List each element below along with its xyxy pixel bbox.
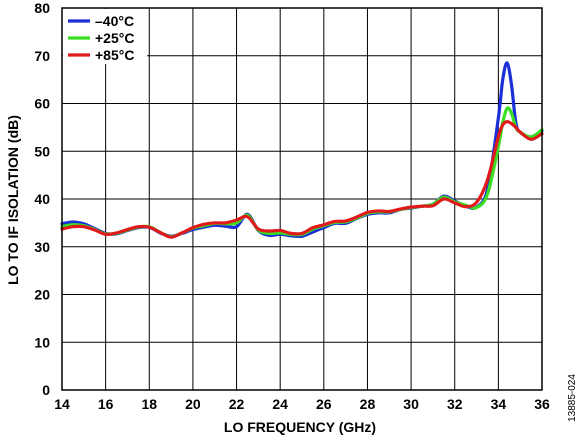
y-tick-label: 60 bbox=[34, 96, 50, 112]
series-layer bbox=[60, 61, 544, 239]
y-axis-title: LO TO IF ISOLATION (dB) bbox=[5, 115, 21, 285]
y-tick-label: 30 bbox=[34, 239, 50, 255]
series-line-3 bbox=[60, 120, 544, 239]
y-tick-label: 40 bbox=[34, 191, 50, 207]
series-line-2 bbox=[60, 106, 544, 239]
y-tick-label: 80 bbox=[34, 0, 50, 16]
y-tick-label: 10 bbox=[34, 334, 50, 350]
grid-lines bbox=[61, 7, 543, 391]
x-tick-label: 20 bbox=[185, 396, 201, 412]
legend-label: +25°C bbox=[95, 30, 134, 46]
x-tick-labels: 14 16 18 20 22 24 26 28 30 32 34 36 bbox=[54, 396, 550, 412]
y-tick-label: 0 bbox=[42, 382, 50, 398]
x-tick-label: 30 bbox=[403, 396, 419, 412]
x-tick-label: 34 bbox=[491, 396, 507, 412]
x-tick-label: 32 bbox=[447, 396, 463, 412]
x-tick-label: 18 bbox=[141, 396, 157, 412]
x-tick-label: 36 bbox=[534, 396, 550, 412]
legend-label: –40°C bbox=[95, 13, 134, 29]
x-tick-label: 26 bbox=[316, 396, 332, 412]
figure-id: 13885-024 bbox=[567, 374, 578, 422]
y-tick-label: 50 bbox=[34, 143, 50, 159]
x-tick-label: 16 bbox=[98, 396, 114, 412]
x-tick-label: 28 bbox=[360, 396, 376, 412]
y-tick-label: 20 bbox=[34, 287, 50, 303]
plot-frame bbox=[61, 7, 543, 391]
x-tick-label: 22 bbox=[229, 396, 245, 412]
legend: –40°C+25°C+85°C bbox=[63, 9, 147, 64]
y-tick-label: 70 bbox=[34, 48, 50, 64]
series-line-1 bbox=[60, 61, 544, 239]
x-tick-label: 14 bbox=[54, 396, 70, 412]
y-tick-labels: 0 10 20 30 40 50 60 70 80 bbox=[34, 0, 50, 398]
x-axis-title: LO FREQUENCY (GHz) bbox=[224, 419, 376, 435]
legend-label: +85°C bbox=[95, 47, 134, 63]
x-tick-label: 24 bbox=[272, 396, 288, 412]
